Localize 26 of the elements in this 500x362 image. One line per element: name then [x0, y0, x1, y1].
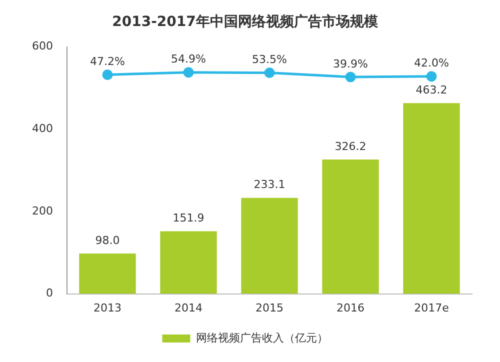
data-label: 233.1: [254, 178, 286, 192]
legend-label: 网络视频广告收入（亿元）: [196, 331, 328, 344]
bar: [322, 160, 379, 294]
x-tick-label: 2015: [256, 301, 284, 314]
bar: [79, 253, 136, 294]
x-tick-label: 2016: [336, 301, 364, 314]
bar: [403, 103, 460, 294]
bar: [160, 231, 217, 294]
data-label: 39.9%: [333, 57, 368, 70]
data-label: 54.9%: [171, 52, 206, 66]
x-tick-label: 2014: [174, 301, 202, 314]
y-tick-label: 0: [46, 286, 53, 300]
data-label: 53.5%: [252, 53, 287, 66]
y-tick-label: 400: [32, 122, 53, 135]
chart-title: 2013-2017年中国网络视频广告市场规模: [112, 13, 379, 30]
data-label: 98.0: [95, 234, 120, 247]
y-tick-label: 200: [32, 204, 53, 218]
data-label: 47.2%: [90, 55, 125, 68]
data-label: 463.2: [416, 83, 448, 96]
x-tick-label: 2013: [93, 301, 122, 314]
data-label: 326.2: [334, 140, 366, 153]
data-label: 42.0%: [414, 56, 449, 70]
bar: [241, 198, 298, 294]
data-label: 151.9: [172, 212, 204, 225]
x-tick-label: 2017e: [414, 301, 450, 314]
y-tick-label: 600: [32, 40, 53, 53]
